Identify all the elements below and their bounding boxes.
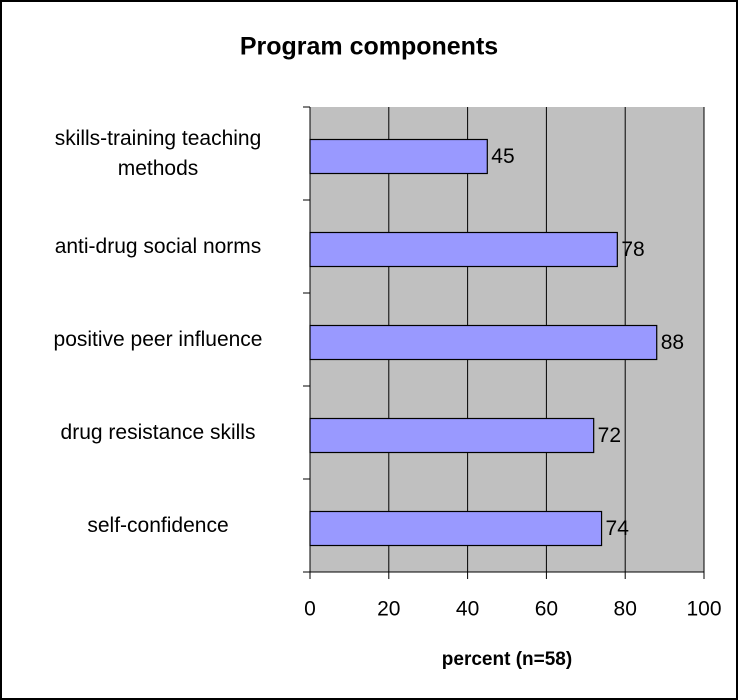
x-tick-label: 80: [614, 598, 637, 621]
value-label: 72: [598, 424, 621, 447]
y-tick-label: self-confidence: [87, 513, 229, 537]
chart-title: Program components: [240, 33, 498, 61]
value-label: 88: [661, 331, 684, 354]
value-label: 45: [491, 145, 514, 168]
y-tick-label: positive peer influence: [53, 327, 263, 351]
bar: [309, 510, 603, 547]
bar: [309, 138, 488, 175]
y-tick-label: anti-drug social norms: [54, 234, 262, 258]
y-tick-label: drug resistance skills: [60, 420, 256, 444]
x-tick-label: 0: [304, 598, 316, 621]
y-tick-label: skills-training teaching methods: [54, 126, 262, 180]
bar: [309, 231, 618, 268]
value-label: 74: [606, 517, 630, 540]
bar: [309, 324, 658, 361]
x-axis-title: percent (n=58): [442, 649, 572, 670]
x-tick-label: 100: [686, 598, 721, 621]
x-tick-label: 40: [456, 598, 479, 621]
x-tick-label: 20: [377, 598, 400, 621]
value-label: 78: [621, 238, 644, 261]
x-tick-label: 60: [535, 598, 558, 621]
bar: [309, 417, 595, 454]
